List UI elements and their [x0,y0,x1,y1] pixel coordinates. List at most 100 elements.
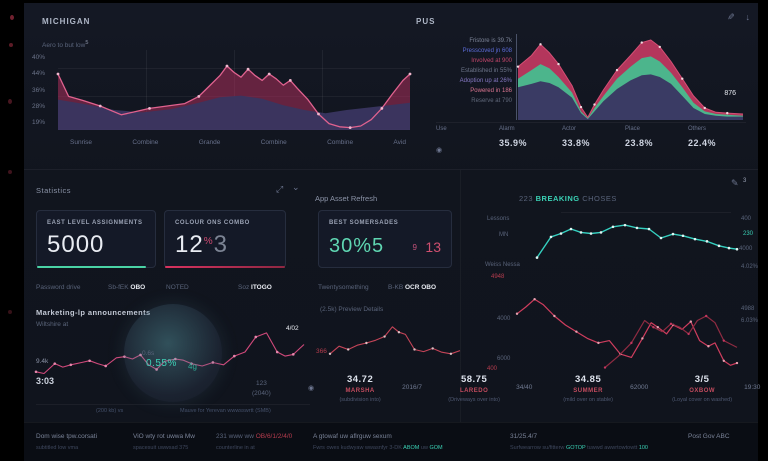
preview-chart-panel: (2.5k) Preview Details 366 [316,300,462,378]
bottom-stats-row: ◉ 34.72 MARSHA (subdivision into) 2016/7 [300,374,760,403]
footer-col: A gtowaf uw aflrguw sexum Fwrs owes kudw… [313,433,443,451]
footer-col: 31/25.4/7 Surfwearrow su/fitterw GOTOP t… [510,433,648,451]
foot-strong: OCR OBO [404,284,437,291]
section-title: Statistics [36,186,72,195]
time-value: 3:03 [36,376,55,386]
stat-group: 3/5 OXBOW (Loyal cover on washed) [666,374,738,403]
teal-line-chart [535,223,739,259]
value-percent: % [203,236,214,247]
preview-line-chart [328,326,461,355]
breakdown-chart-panel: PUS ✎ ↓ Fristore is 39.7k Presscoved jn 6… [412,8,758,166]
card-value: 5000 [47,231,105,258]
footer-title: A gtowaf uw aflrguw sexum [313,433,392,440]
mid-point-label: 0.6s [142,350,155,357]
stat-header: Others [688,126,707,132]
card-label: EAST LEVEL ASSIGNMENTS [47,220,143,226]
footer-teal-text: ABOM [403,445,420,451]
stat-column: Alarm 35.9% [499,126,562,148]
stat-caption: (subdivision into) [339,397,381,403]
axis-caption: (200 kb) vs [96,408,124,414]
right-small-caption: (2040) [252,390,271,397]
stacked-area-chart [516,39,744,120]
value-main: 12 [175,231,204,258]
footer-sub-text: uw [420,445,428,451]
x-tick-label: Combine [327,139,354,146]
stat-value: 33.8% [562,138,591,148]
stat-header: Place [625,126,641,132]
y-tick-label: 19% [32,119,46,126]
chart-legend: Fristore is 39.7k Presscoved jn 608 Involv… [450,38,512,104]
card-label: BEST SOMERSADES [329,220,399,226]
download-icon[interactable]: ↓ [745,12,751,22]
x-tick-label: Sunrise [70,139,93,146]
stat-card-refresh[interactable]: BEST SOMERSADES 30%5 9 13 [318,210,452,268]
axis-label-red: 400 [487,366,498,372]
stat-value: 34.72 [346,374,374,385]
stat-column: Place 23.8% [625,126,688,148]
footer-col: ViO wty rot uwwa Mw spacesuit uwwsad 375 [133,433,195,451]
circle-value: 0.55% [146,358,177,369]
breakdown-plot-area: 876 [516,34,744,120]
left-axis-value: 9.4k [36,358,49,365]
legend-entry: Established in 55% [460,68,512,74]
y-tick-label: 28% [32,102,46,110]
footer-sub: spacesuit uwwsad 375 [133,445,189,451]
stat-card-combo[interactable]: COLOUR ONS COMBO 12%3 [164,210,286,268]
panel-title: MICHIGAN [42,17,91,26]
edit-icon[interactable]: ✎ [731,178,739,188]
x-tick-label: Combine [260,139,287,146]
bottom-stats-list: 34.72 MARSHA (subdivision into) 2016/7 5… [324,374,768,403]
edge-artifact [10,15,14,20]
marketing-panel: Marketing-lp announcements Wiltshire at … [30,300,314,422]
axis-label-red: 4948 [491,274,505,280]
eye-icon[interactable]: ◉ [308,385,315,392]
footer-sub-text: tuwwd awwrtowtowtt [587,445,638,451]
panel-title: PUS [416,17,436,26]
foot-dim: Soz [238,284,250,291]
x-tick-label: Grande [198,139,221,146]
stat-value: 34.85 [574,374,602,385]
panel-subtitle: Wiltshire at [36,321,69,328]
side-small-value: 9 [412,243,417,252]
legend-entry: Presscoved jn 608 [462,48,512,54]
stat-side-value: 34/40 [516,384,533,391]
stat-side-value: 62000 [630,384,649,391]
footer-sub-text: Surfwearrow su/fitterw [510,445,565,451]
chevron-down-icon[interactable]: ⌄ [292,182,300,192]
stat-label: OXBOW [689,388,716,394]
stat-side-value: 2016/7 [402,384,422,391]
stat-label: LAREDO [459,388,489,394]
eye-icon[interactable]: ◉ [436,147,443,154]
footer-sub-text: Fwrs owes kudwyaw wwasnfyr 3-DK [313,445,402,451]
axis-label-red: 366 [316,348,327,355]
card-footnote: Sb-fEK OBO [108,284,145,291]
foot-strong: ITOGO [251,284,272,291]
y-tick-label: 36% [32,86,46,94]
red-underline [165,266,285,268]
subtitle-sup: 5 [85,40,89,46]
side-value: 13 [425,239,441,255]
footer-col: Dom wise tpw.corsati subtitled low vma [36,433,97,451]
footer-title: Post Gov ABC [688,433,730,440]
stat-card-assignments[interactable]: EAST LEVEL ASSIGNMENTS 5000 [36,210,156,268]
footer-sub: Surfwearrow su/fitterw GOTOP tuwwd awwrt… [510,445,648,451]
card-value: 12%3 [175,231,228,259]
point-label: 4/02 [286,325,299,332]
card-footnote: B-KB OCR OBO [388,284,436,291]
card-footnote: Twentysomething [318,284,369,291]
title-prefix: 223 [519,194,534,203]
edit-icon[interactable]: ✎ [725,12,736,21]
expand-icon[interactable]: ⤢ [276,184,284,194]
card-footnote: Password drive [36,284,81,291]
panel-title: (2.5k) Preview Details [320,306,384,313]
stat-label: SUMMER [573,388,603,394]
overview-area-chart [56,64,412,130]
legend-entry: Involved at 900 [471,58,512,64]
stat-header: Use [436,126,447,132]
legend-entry: Fristore is 39.7k [469,38,512,44]
axis-label: 4.02% [741,264,759,270]
footer-teal-text: 100 [638,445,648,451]
stat-value: 22.4% [688,138,717,148]
card-footnote: NOTED [166,284,189,291]
section-title: App Asset Refresh [315,194,378,203]
